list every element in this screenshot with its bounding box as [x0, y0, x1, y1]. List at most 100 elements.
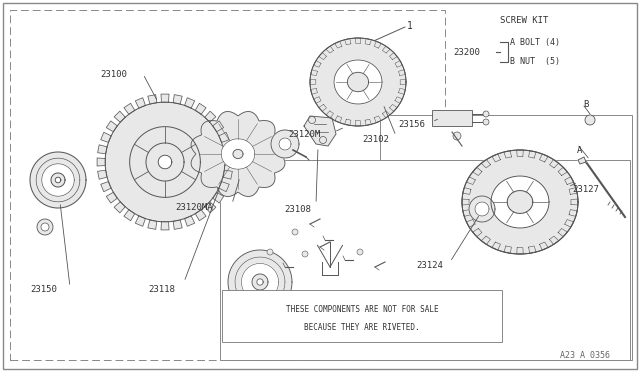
Polygon shape [492, 242, 500, 250]
Polygon shape [271, 130, 299, 158]
Circle shape [308, 116, 316, 124]
Text: B: B [583, 99, 588, 109]
Polygon shape [97, 158, 105, 166]
Circle shape [302, 251, 308, 257]
Polygon shape [184, 98, 195, 108]
Polygon shape [257, 279, 263, 285]
Text: SCREW KIT: SCREW KIT [500, 16, 548, 25]
Polygon shape [355, 38, 361, 44]
Circle shape [357, 249, 363, 255]
Polygon shape [195, 103, 206, 114]
Text: 23127: 23127 [572, 185, 599, 193]
Polygon shape [221, 139, 255, 169]
Polygon shape [279, 138, 291, 150]
Polygon shape [508, 190, 532, 214]
Polygon shape [191, 112, 285, 196]
Polygon shape [55, 177, 61, 183]
Polygon shape [463, 210, 471, 217]
Polygon shape [158, 155, 172, 169]
Polygon shape [114, 202, 125, 213]
Polygon shape [569, 210, 577, 217]
Polygon shape [241, 263, 278, 301]
Polygon shape [51, 173, 65, 187]
Polygon shape [335, 41, 342, 48]
Polygon shape [462, 150, 578, 254]
Polygon shape [504, 246, 511, 253]
Polygon shape [212, 121, 223, 132]
Polygon shape [173, 220, 182, 230]
Polygon shape [481, 160, 490, 168]
Polygon shape [504, 151, 511, 158]
Circle shape [292, 229, 298, 235]
Bar [432, 110, 472, 126]
Text: A23 A 0356: A23 A 0356 [560, 352, 610, 360]
Polygon shape [106, 192, 117, 203]
Polygon shape [345, 39, 351, 45]
Polygon shape [462, 199, 469, 205]
Polygon shape [114, 111, 125, 122]
Text: THESE COMPONENTS ARE NOT FOR SALE: THESE COMPONENTS ARE NOT FOR SALE [285, 305, 438, 314]
Polygon shape [345, 119, 351, 125]
Polygon shape [467, 219, 476, 227]
Polygon shape [473, 167, 482, 176]
Polygon shape [335, 116, 342, 123]
Text: BECAUSE THEY ARE RIVETED.: BECAUSE THEY ARE RIVETED. [304, 323, 420, 331]
Text: 23108: 23108 [284, 205, 311, 214]
Polygon shape [228, 250, 292, 314]
Polygon shape [569, 187, 577, 194]
Polygon shape [319, 105, 326, 111]
Polygon shape [223, 170, 232, 179]
Polygon shape [540, 154, 548, 162]
Polygon shape [205, 111, 216, 122]
Bar [220, 160, 630, 360]
Polygon shape [225, 158, 233, 166]
Text: 23156: 23156 [398, 119, 425, 128]
Polygon shape [390, 105, 397, 111]
Polygon shape [205, 202, 216, 213]
Circle shape [453, 132, 461, 140]
Polygon shape [374, 41, 381, 48]
Polygon shape [304, 116, 336, 146]
Circle shape [319, 137, 326, 144]
Polygon shape [399, 89, 405, 94]
Polygon shape [42, 164, 74, 196]
Polygon shape [219, 182, 229, 192]
Polygon shape [233, 150, 243, 158]
Text: 23200: 23200 [453, 48, 480, 57]
Polygon shape [558, 167, 567, 176]
Polygon shape [516, 248, 524, 254]
Polygon shape [383, 46, 390, 53]
Polygon shape [219, 132, 229, 142]
Circle shape [37, 219, 53, 235]
Polygon shape [212, 192, 223, 203]
Polygon shape [564, 219, 573, 227]
Polygon shape [348, 72, 369, 92]
Text: 23150: 23150 [30, 285, 57, 295]
Polygon shape [355, 121, 361, 126]
Polygon shape [223, 145, 232, 154]
Text: 23118: 23118 [148, 285, 175, 294]
Polygon shape [400, 80, 406, 84]
Polygon shape [146, 143, 184, 181]
Polygon shape [550, 236, 559, 244]
Polygon shape [105, 102, 225, 222]
Polygon shape [314, 97, 321, 103]
Circle shape [585, 115, 595, 125]
Polygon shape [467, 177, 476, 185]
Polygon shape [383, 111, 390, 118]
Polygon shape [473, 228, 482, 237]
Polygon shape [184, 216, 195, 226]
Polygon shape [399, 70, 405, 76]
Polygon shape [100, 182, 111, 192]
Polygon shape [374, 116, 381, 123]
Text: 23124: 23124 [416, 262, 443, 270]
Polygon shape [516, 150, 524, 156]
Bar [222, 290, 502, 342]
Polygon shape [106, 121, 117, 132]
Text: A BOLT (4): A BOLT (4) [510, 38, 560, 46]
Polygon shape [365, 119, 371, 125]
Polygon shape [571, 199, 578, 205]
Polygon shape [395, 97, 403, 103]
Polygon shape [558, 228, 567, 237]
Polygon shape [550, 160, 559, 168]
